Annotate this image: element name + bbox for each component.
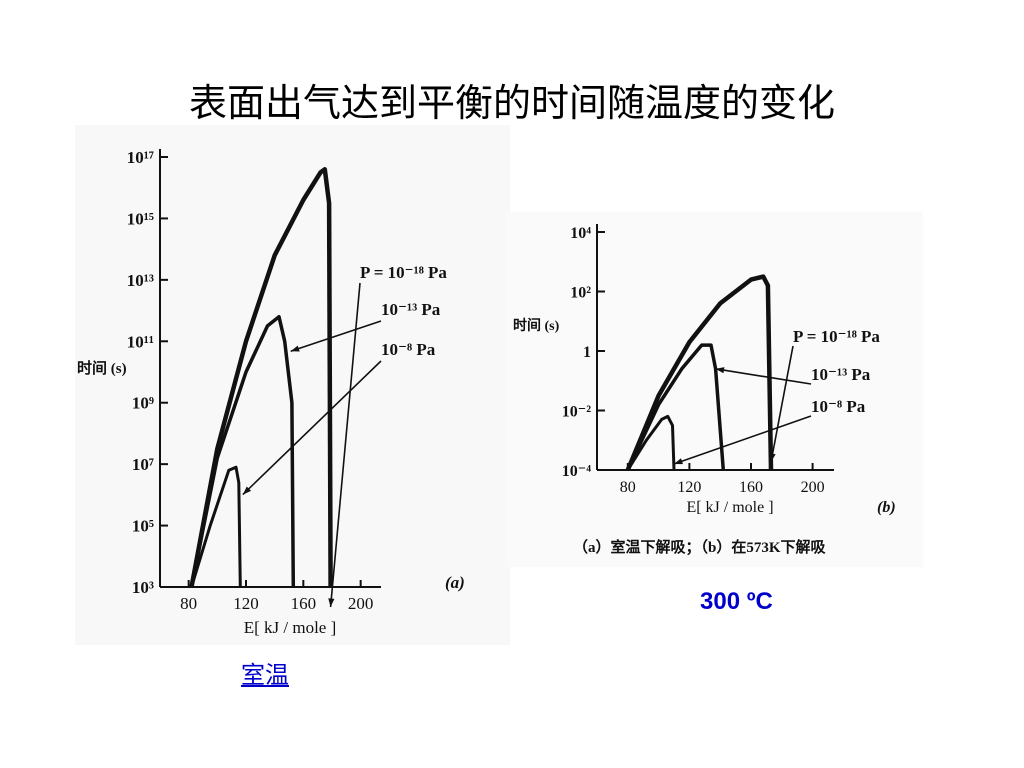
panel-tag: (a) bbox=[445, 573, 465, 592]
x-tick-label: 80 bbox=[620, 479, 636, 496]
y-tick-label: 10¹⁵ bbox=[127, 209, 154, 228]
x-axis-label: E[ kJ / mole ] bbox=[244, 618, 337, 637]
y-tick-label: 10¹¹ bbox=[127, 332, 154, 351]
y-axis-label: 时间 (s) bbox=[77, 359, 127, 377]
annotation-arrow bbox=[715, 368, 812, 385]
annotation-arrowhead bbox=[769, 453, 776, 462]
y-tick-label: 10⁻⁴ bbox=[562, 463, 591, 480]
x-axis-label: E[ kJ / mole ] bbox=[686, 499, 773, 516]
temp-300c-label: 300 ºC bbox=[700, 588, 773, 615]
x-tick-label: 200 bbox=[801, 479, 825, 496]
x-tick-label: 200 bbox=[348, 594, 374, 613]
series-line bbox=[189, 314, 296, 588]
annotation-arrowhead bbox=[242, 486, 252, 495]
series-line bbox=[625, 274, 774, 471]
y-tick-label: 10⁵ bbox=[132, 517, 154, 536]
annotation-arrow bbox=[290, 320, 382, 353]
annotation-label: 10⁻¹³ Pa bbox=[381, 300, 441, 319]
panel-tag: (b) bbox=[877, 499, 896, 516]
slide-title: 表面出气达到平衡的时间随温度的变化 bbox=[188, 81, 835, 125]
y-tick-label: 10⁻² bbox=[562, 404, 591, 421]
room-temp-label[interactable]: 室温 bbox=[241, 661, 289, 689]
x-tick-label: 160 bbox=[291, 594, 317, 613]
annotation-label: P = 10⁻¹⁸ Pa bbox=[793, 327, 880, 346]
series-line bbox=[626, 414, 676, 471]
annotation-arrowhead bbox=[674, 458, 683, 465]
x-tick-label: 120 bbox=[677, 479, 701, 496]
y-tick-label: 10⁹ bbox=[132, 394, 154, 413]
y-tick-label: 10¹⁷ bbox=[127, 148, 154, 167]
annotation-arrowhead bbox=[715, 367, 725, 374]
annotation-label: 10⁻¹³ Pa bbox=[811, 365, 871, 384]
x-tick-label: 160 bbox=[739, 479, 763, 496]
chart-panel-a: 10³ 10⁵ 10⁷ 10⁹ 10¹¹ 10¹³ 10¹⁵ 10¹⁷ 80 120 160 200 P… bbox=[75, 125, 510, 645]
y-tick-label: 10⁷ bbox=[132, 455, 154, 474]
annotation-arrowhead bbox=[328, 598, 335, 607]
series-line bbox=[190, 465, 242, 588]
y-tick-label: 10¹³ bbox=[127, 271, 154, 290]
annotation-label: P = 10⁻¹⁸ Pa bbox=[360, 263, 447, 282]
chart-caption: （a）室温下解吸；（b）在573K下解吸 bbox=[573, 538, 827, 556]
annotation-label: 10⁻⁸ Pa bbox=[381, 340, 436, 359]
chart-panel-b: 10⁻⁴ 10⁻² 1 10² 10⁴ 80 120 160 200 P = 10⁻¹⁸ Pa 10… bbox=[505, 212, 923, 567]
annotation-arrow bbox=[770, 345, 794, 463]
annotation-arrow bbox=[329, 282, 361, 608]
y-tick-label: 10⁴ bbox=[570, 225, 591, 242]
y-tick-label: 1 bbox=[583, 344, 591, 361]
chart-b-svg: 10⁻⁴ 10⁻² 1 10² 10⁴ 80 120 160 200 P = 10⁻¹⁸ Pa 10… bbox=[513, 224, 896, 556]
annotation-label: 10⁻⁸ Pa bbox=[811, 397, 866, 416]
y-tick-label: 10² bbox=[570, 285, 591, 302]
x-tick-label: 80 bbox=[180, 594, 197, 613]
x-tick-label: 120 bbox=[233, 594, 259, 613]
annotation-arrow bbox=[673, 415, 812, 465]
annotation-arrow bbox=[242, 360, 382, 496]
y-tick-label: 10³ bbox=[132, 578, 154, 597]
y-axis-label: 时间 (s) bbox=[513, 317, 560, 334]
series-line bbox=[189, 167, 333, 588]
annotation-arrowhead bbox=[290, 345, 300, 352]
chart-a-svg: 10³ 10⁵ 10⁷ 10⁹ 10¹¹ 10¹³ 10¹⁵ 10¹⁷ 80 120 160 200 P… bbox=[77, 148, 465, 637]
